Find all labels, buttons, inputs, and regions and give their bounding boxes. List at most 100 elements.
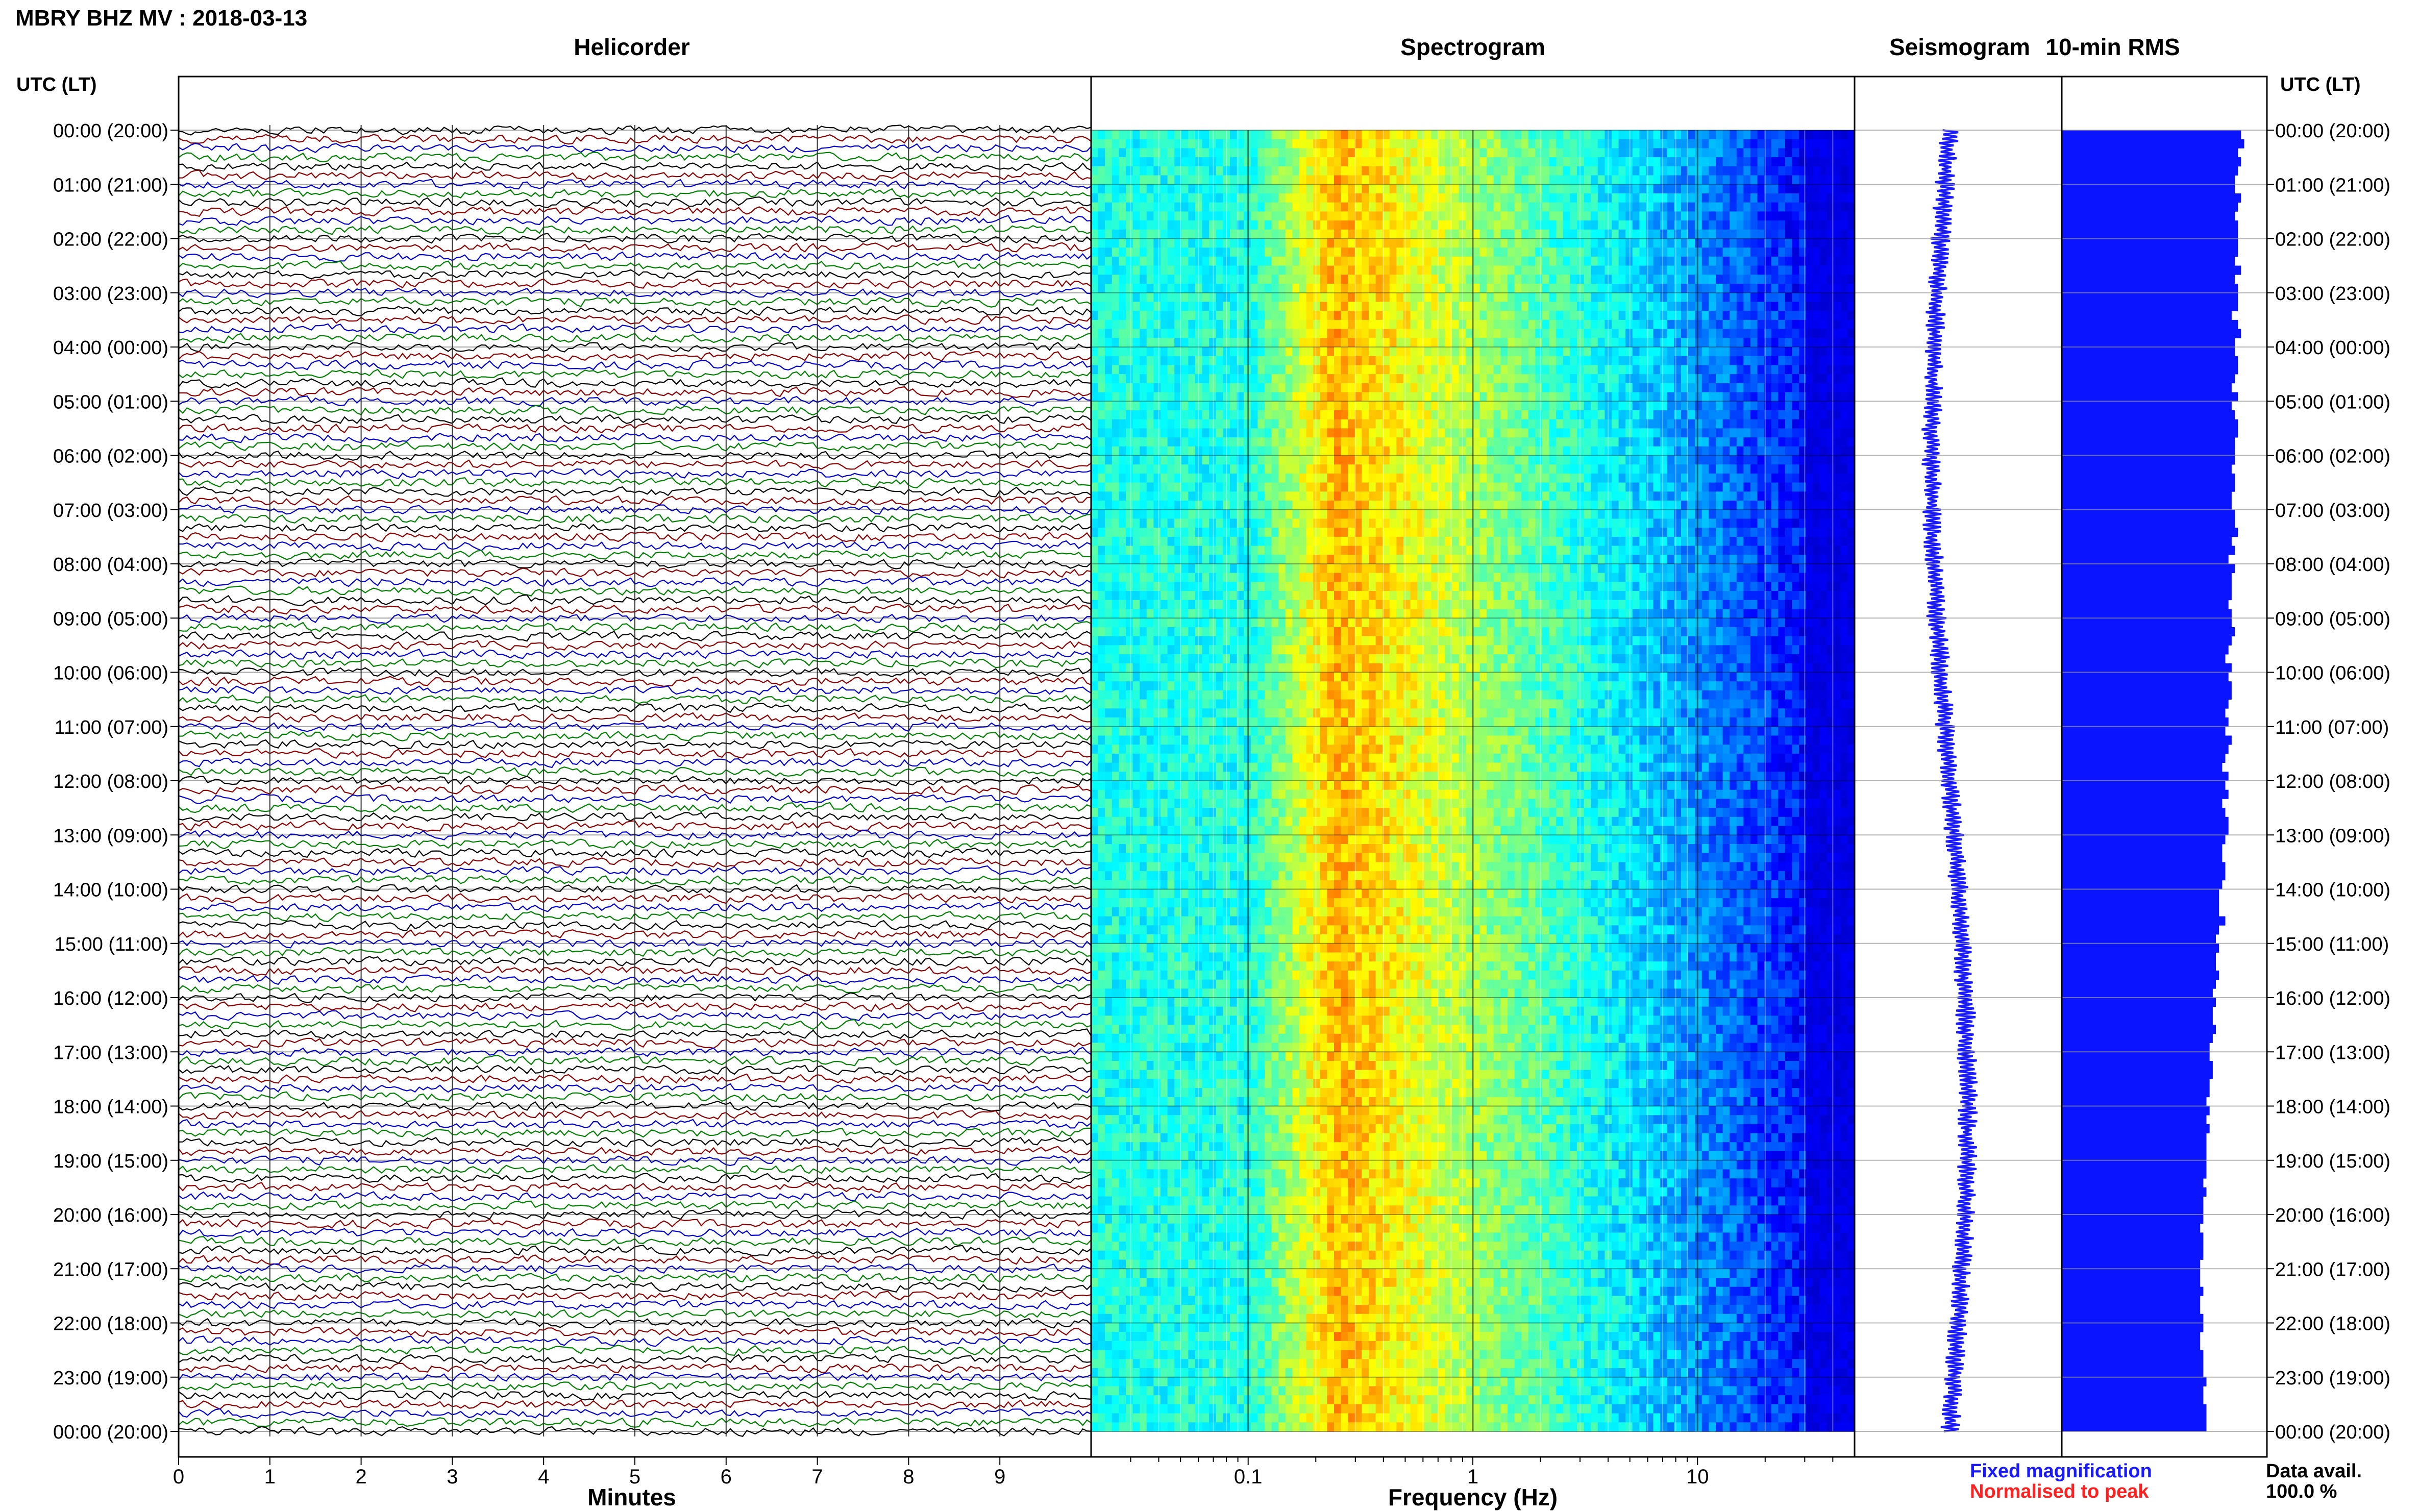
spectrogram-cell (1188, 229, 1196, 239)
spectrogram-cell (1500, 184, 1508, 194)
spectrogram-cell (1098, 455, 1105, 465)
spectrogram-cell (1167, 491, 1175, 501)
spectrogram-cell (1396, 229, 1404, 239)
spectrogram-cell (1313, 175, 1321, 185)
spectrogram-cell (1834, 437, 1841, 447)
spectrogram-cell (1632, 247, 1640, 257)
spectrogram-cell (1098, 338, 1105, 348)
spectrogram-cell (1473, 419, 1480, 429)
spectrogram-cell (1618, 446, 1626, 456)
spectrogram-cell (1306, 130, 1314, 140)
spectrogram-cell (1639, 338, 1647, 348)
spectrogram-cell (1167, 455, 1175, 465)
spectrogram-cell (1667, 193, 1674, 203)
spectrogram-cell (1799, 401, 1807, 411)
spectrogram-cell (1452, 139, 1460, 148)
spectrogram-cell (1188, 509, 1196, 519)
spectrogram-cell (1230, 166, 1238, 176)
spectrogram-cell (1757, 401, 1765, 411)
spectrogram-cell (1438, 338, 1446, 348)
spectrogram-cell (1514, 329, 1522, 338)
spectrogram-cell (1313, 491, 1321, 501)
spectrogram-cell (1362, 256, 1369, 266)
spectrogram-cell (1299, 275, 1307, 284)
spectrogram-cell (1563, 265, 1570, 275)
spectrogram-cell (1313, 238, 1321, 248)
spectrogram-cell (1674, 518, 1682, 528)
spectrogram-cell (1119, 292, 1126, 303)
spectrogram-cell (1722, 446, 1730, 456)
spectrogram-cell (1181, 292, 1189, 303)
spectrogram-cell (1834, 473, 1841, 483)
spectrogram-cell (1250, 193, 1258, 203)
spectrogram-cell (1195, 428, 1203, 438)
spectrogram-cell (1105, 455, 1113, 465)
spectrogram-cell (1799, 356, 1807, 365)
spectrogram-cell (1479, 202, 1487, 212)
spectrogram-cell (1313, 148, 1321, 158)
spectrogram-cell (1785, 175, 1793, 185)
spectrogram-cell (1431, 166, 1439, 176)
spectrogram-cell (1237, 347, 1244, 357)
spectrogram-cell (1722, 220, 1730, 230)
spectrogram-cell (1535, 392, 1543, 402)
spectrogram-cell (1265, 347, 1272, 357)
spectrogram-cell (1250, 211, 1258, 221)
spectrogram-cell (1341, 229, 1348, 239)
spectrogram-cell (1778, 374, 1786, 384)
spectrogram-cell (1709, 482, 1716, 492)
spectrogram-cell (1140, 139, 1147, 148)
spectrogram-cell (1563, 437, 1570, 447)
spectrogram-cell (1313, 347, 1321, 357)
spectrogram-cell (1695, 311, 1702, 320)
spectrogram-cell (1140, 491, 1147, 501)
spectrogram-cell (1181, 184, 1189, 194)
spectrogram-cell (1188, 365, 1196, 375)
spectrogram-cell (1403, 302, 1411, 311)
spectrogram-cell (1292, 374, 1300, 384)
spectrogram-cell (1840, 292, 1848, 303)
spectrogram-cell (1396, 509, 1404, 519)
spectrogram-cell (1410, 437, 1418, 447)
spectrogram-cell (1466, 166, 1473, 176)
spectrogram-cell (1237, 166, 1244, 176)
spectrogram-cell (1466, 437, 1473, 447)
spectrogram-cell (1743, 139, 1751, 148)
spectrogram-cell (1535, 437, 1543, 447)
spectrogram-cell (1570, 347, 1577, 357)
spectrogram-cell (1403, 211, 1411, 221)
spectrogram-cell (1327, 383, 1335, 393)
spectrogram-cell (1716, 437, 1723, 447)
spectrogram-cell (1174, 365, 1182, 375)
spectrogram-cell (1847, 437, 1855, 447)
spectrogram-cell (1132, 509, 1140, 519)
spectrogram-cell (1577, 302, 1585, 311)
spectrogram-cell (1174, 166, 1182, 176)
spectrogram-cell (1473, 528, 1480, 537)
spectrogram-cell (1216, 148, 1223, 158)
spectrogram-cell (1577, 365, 1585, 375)
spectrogram-cell (1334, 356, 1342, 365)
spectrogram-cell (1195, 247, 1203, 257)
spectrogram-cell (1771, 518, 1779, 528)
spectrogram-cell (1695, 220, 1702, 230)
spectrogram-cell (1105, 302, 1113, 311)
spectrogram-cell (1820, 482, 1828, 492)
spectrogram-cell (1701, 184, 1709, 194)
spectrogram-cell (1348, 518, 1355, 528)
spectrogram-cell (1320, 491, 1327, 501)
spectrogram-cell (1618, 528, 1626, 537)
spectrogram-cell (1570, 130, 1577, 140)
spectrogram-cell (1792, 184, 1799, 194)
spectrogram-cell (1292, 166, 1300, 176)
spectrogram-cell (1653, 220, 1661, 230)
spectrogram-cell (1681, 193, 1689, 203)
spectrogram-cell (1132, 482, 1140, 492)
spectrogram-cell (1369, 184, 1376, 194)
spectrogram-cell (1813, 292, 1820, 303)
spectrogram-cell (1188, 193, 1196, 203)
spectrogram-cell (1840, 311, 1848, 320)
spectrogram-cell (1563, 202, 1570, 212)
spectrogram-cell (1840, 518, 1848, 528)
spectrogram-cell (1820, 419, 1828, 429)
